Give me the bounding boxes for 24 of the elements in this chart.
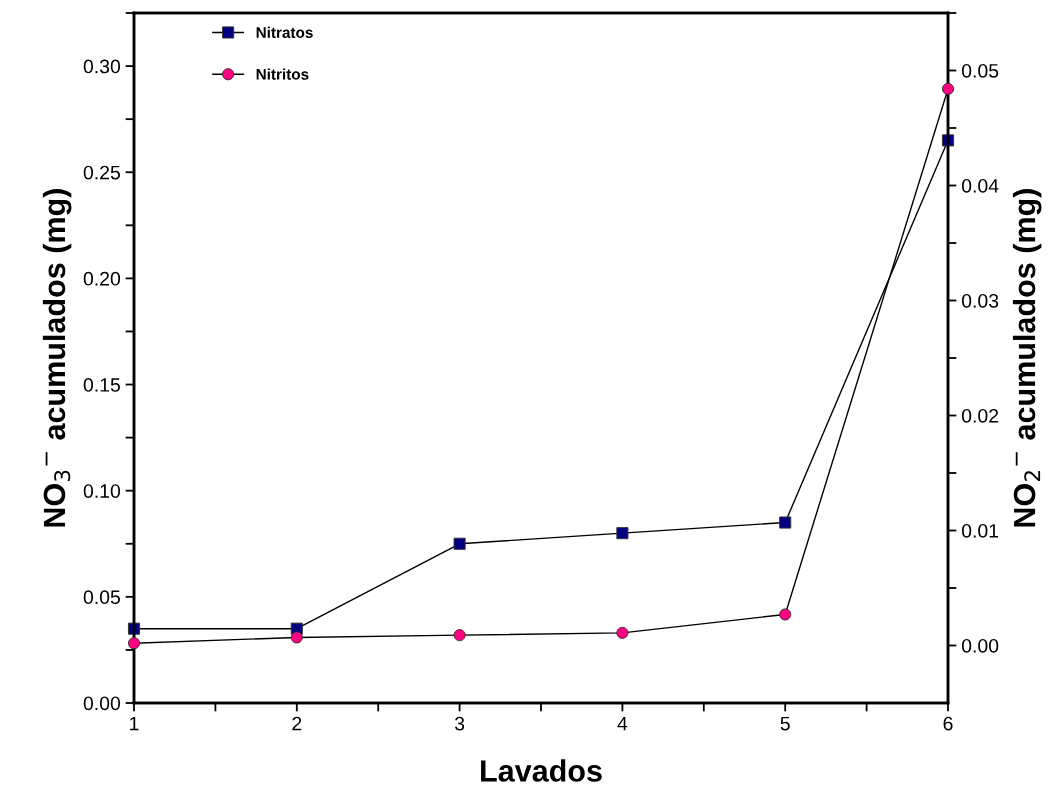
x-axis-title: Lavados (481, 759, 602, 782)
y-tick-label: 0.05 (83, 590, 120, 605)
y2-axis-title: NO$_{2}$$^{−}$ acumulados (mg) (1012, 189, 1042, 527)
y-tick-label: 0.30 (83, 59, 121, 74)
y-tick-label: 0.20 (83, 271, 121, 286)
y2-tick-label: 0.00 (961, 638, 999, 653)
x-tick-label: 5 (780, 716, 790, 731)
y-tick-label: 0.15 (83, 378, 120, 392)
y-tick-label: 0.10 (83, 484, 121, 498)
legend-label: Nitritos (256, 68, 309, 80)
y2-tick-label: 0.05 (961, 63, 999, 78)
y-axis-title: NO$_{3}$$^{−}$ acumulados (mg) (42, 189, 72, 527)
text: 0.00 (83, 696, 121, 711)
x-tick-label: 3 (454, 716, 465, 731)
y2-tick-label: 0.04 (961, 178, 999, 193)
y-tick-label: 0.25 (83, 165, 120, 180)
x-tick-label: 6 (943, 716, 953, 731)
y2-tick-label: 0.01 (961, 523, 999, 538)
y2-tick-label: 0.02 (961, 408, 999, 423)
x-tick-label: 4 (617, 716, 628, 731)
y2-tick-label: 0.03 (961, 293, 999, 308)
legend-label: Nitratos (256, 26, 313, 38)
x-tick-label: 2 (292, 716, 302, 731)
x-tick-label: 1 (130, 716, 139, 731)
